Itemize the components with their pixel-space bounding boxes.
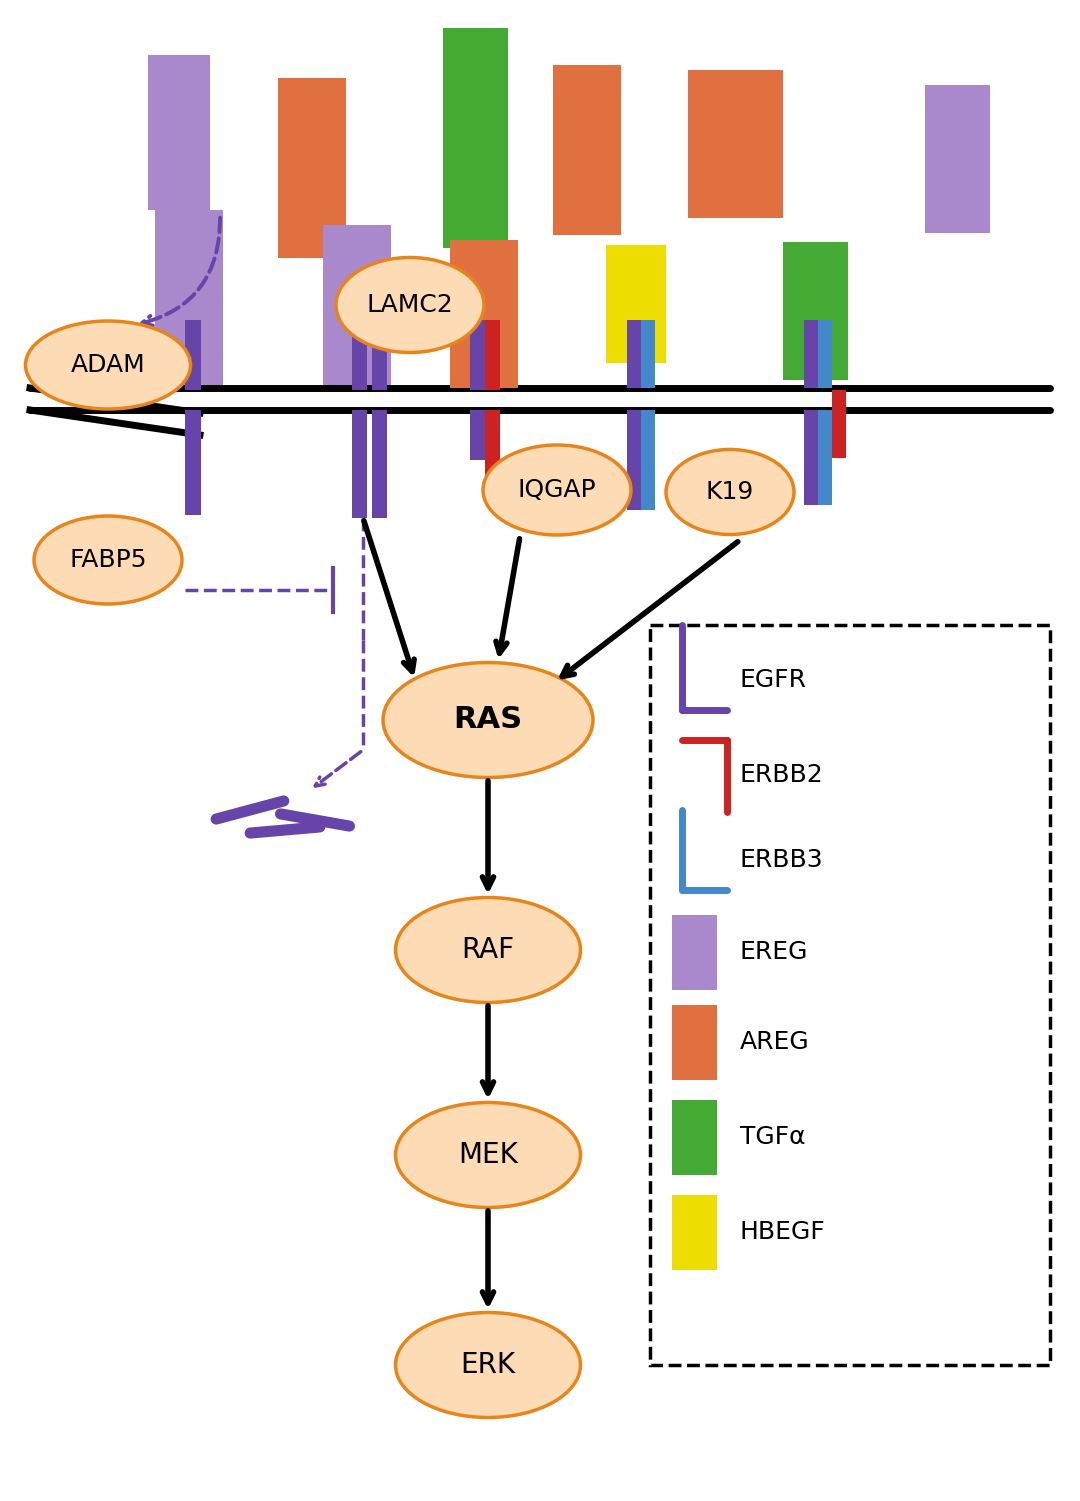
Bar <box>185 384 201 390</box>
Bar <box>627 320 642 387</box>
Ellipse shape <box>26 321 190 408</box>
Ellipse shape <box>336 258 484 353</box>
Bar <box>832 390 846 458</box>
Ellipse shape <box>33 516 183 603</box>
Bar <box>148 56 210 210</box>
Text: EGFR: EGFR <box>740 668 807 692</box>
Ellipse shape <box>395 1103 581 1207</box>
Ellipse shape <box>483 444 631 534</box>
Bar <box>323 225 391 384</box>
Text: ERBB2: ERBB2 <box>740 763 824 787</box>
Text: AREG: AREG <box>740 1030 810 1054</box>
Bar <box>352 320 367 390</box>
Bar <box>672 1100 717 1175</box>
FancyArrowPatch shape <box>141 218 220 326</box>
Bar <box>627 410 642 510</box>
Ellipse shape <box>395 1312 581 1417</box>
Bar <box>642 320 654 387</box>
Text: RAS: RAS <box>454 705 523 734</box>
Text: LAMC2: LAMC2 <box>366 293 454 317</box>
Ellipse shape <box>383 662 593 778</box>
Text: FABP5: FABP5 <box>69 548 147 572</box>
Bar <box>450 240 518 387</box>
Bar <box>650 624 1050 1364</box>
Bar <box>818 320 832 387</box>
Text: MEK: MEK <box>458 1141 518 1169</box>
Ellipse shape <box>395 898 581 1003</box>
Bar <box>156 210 222 384</box>
Bar <box>606 245 666 363</box>
Text: RAF: RAF <box>461 937 514 964</box>
Bar <box>672 1195 717 1270</box>
Bar <box>783 242 848 380</box>
Bar <box>642 410 654 510</box>
Ellipse shape <box>666 449 794 534</box>
Text: HBEGF: HBEGF <box>740 1220 826 1244</box>
Bar <box>688 71 783 218</box>
Text: IQGAP: IQGAP <box>517 477 596 501</box>
Text: ERK: ERK <box>460 1351 515 1379</box>
Bar <box>443 29 508 248</box>
Text: TGFα: TGFα <box>740 1126 806 1148</box>
Bar <box>372 320 387 390</box>
Text: K19: K19 <box>706 480 754 504</box>
Bar <box>553 65 621 236</box>
Bar <box>185 410 201 515</box>
Text: ADAM: ADAM <box>70 353 146 377</box>
Bar <box>470 320 485 390</box>
Bar <box>672 916 717 991</box>
Bar <box>924 86 990 233</box>
Bar <box>470 410 485 459</box>
Bar <box>278 78 346 258</box>
Bar <box>818 410 832 504</box>
Bar <box>185 320 201 390</box>
Bar <box>485 320 500 390</box>
Bar <box>804 320 818 387</box>
Text: ERBB3: ERBB3 <box>740 848 824 872</box>
Text: EREG: EREG <box>740 940 808 964</box>
Bar <box>372 410 387 518</box>
Bar <box>352 410 367 518</box>
Bar <box>485 410 500 489</box>
Bar <box>804 410 818 504</box>
Bar <box>672 1006 717 1081</box>
